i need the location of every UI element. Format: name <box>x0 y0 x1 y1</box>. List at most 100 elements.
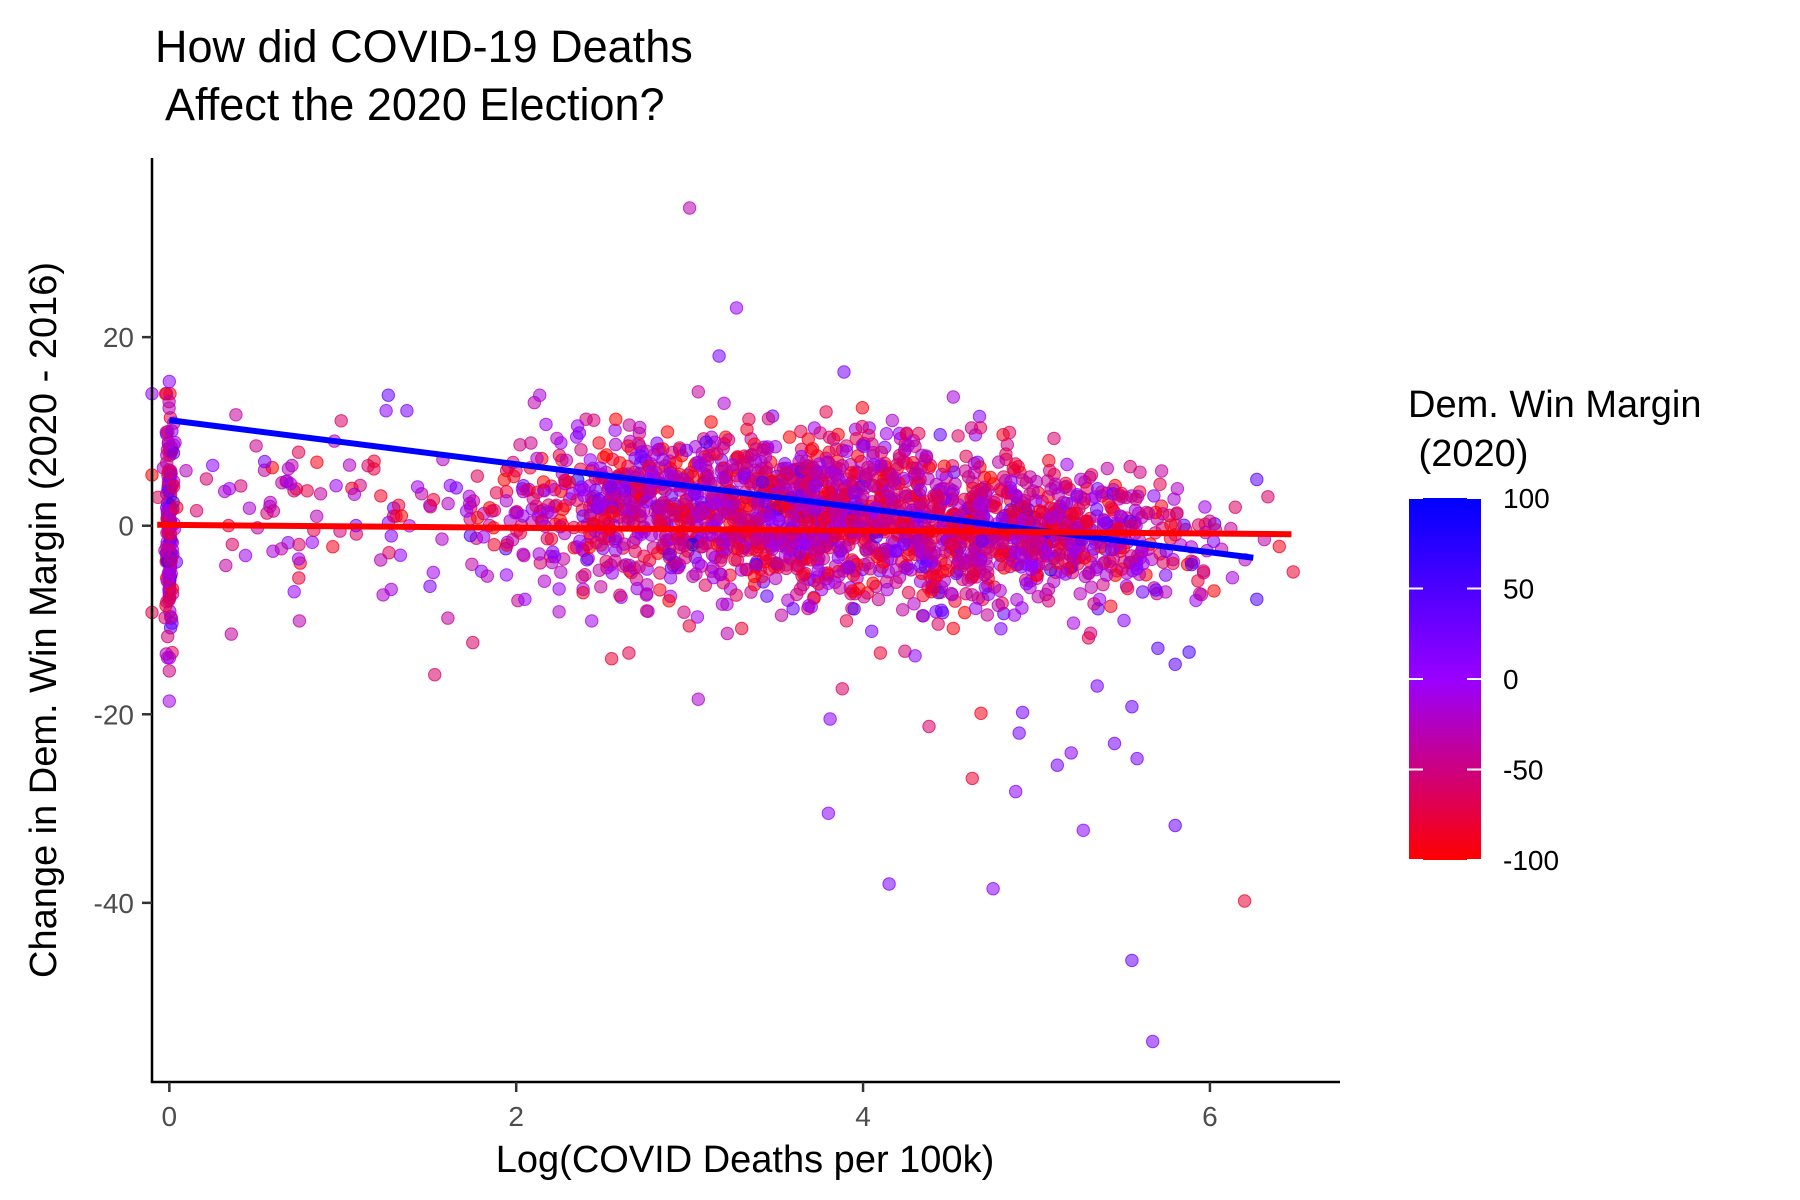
data-point <box>873 646 888 660</box>
data-point <box>536 475 551 489</box>
data-point <box>628 544 642 558</box>
data-point <box>1159 568 1173 582</box>
data-point <box>645 465 659 479</box>
data-point <box>249 439 263 453</box>
data-point <box>1068 506 1082 521</box>
data-point <box>463 496 477 511</box>
data-point <box>1044 511 1058 525</box>
x-axis-title: Log(COVID Deaths per 100k) <box>496 1139 994 1181</box>
chart-title: How did COVID-19 Deaths Affect the 2020 … <box>155 21 693 130</box>
data-point <box>896 537 911 551</box>
data-point <box>794 449 808 464</box>
data-point <box>1272 539 1287 554</box>
data-point <box>946 390 960 404</box>
data-point <box>225 537 240 552</box>
data-point <box>965 588 979 602</box>
data-point <box>374 553 388 567</box>
data-point <box>1011 459 1025 474</box>
data-point <box>639 588 654 602</box>
chart-title-line-2: Affect the 2020 Election? <box>155 79 665 130</box>
data-point <box>592 563 606 577</box>
data-point <box>166 479 181 494</box>
data-point <box>677 605 691 619</box>
data-point <box>384 582 398 597</box>
data-point <box>819 405 833 419</box>
data-point <box>238 548 253 563</box>
data-point <box>532 547 546 561</box>
data-point <box>1112 488 1126 502</box>
data-point <box>179 464 193 478</box>
data-point <box>552 582 566 596</box>
data-point <box>731 542 745 556</box>
data-point <box>441 611 455 625</box>
data-point <box>862 466 876 480</box>
data-point <box>163 610 178 624</box>
data-point <box>842 561 856 575</box>
data-point <box>639 495 653 509</box>
data-point <box>374 489 388 503</box>
data-point <box>835 458 849 473</box>
data-point <box>811 563 825 577</box>
data-point <box>552 605 566 619</box>
data-point <box>287 585 301 599</box>
data-point <box>803 553 817 567</box>
data-point <box>151 490 165 504</box>
data-point <box>577 489 591 503</box>
data-point <box>258 454 272 469</box>
data-point <box>885 413 899 428</box>
data-point <box>1237 894 1252 908</box>
data-point <box>817 512 832 526</box>
data-point <box>986 882 1000 896</box>
data-point <box>768 571 783 586</box>
data-point <box>742 412 756 426</box>
data-point <box>922 719 936 734</box>
data-point <box>913 483 928 497</box>
data-point <box>1125 700 1139 714</box>
data-point <box>975 534 989 548</box>
data-point <box>530 451 544 466</box>
colorbar-tick-label: 100 <box>1503 483 1550 514</box>
data-point <box>1136 585 1150 599</box>
data-point <box>779 466 793 480</box>
data-point <box>690 610 705 624</box>
data-point <box>487 503 502 518</box>
data-point <box>656 452 670 467</box>
data-point <box>901 438 915 452</box>
data-point <box>1147 489 1161 503</box>
y-axis-title: Change in Dem. Win Margin (2020 - 2016) <box>23 262 65 978</box>
data-point <box>465 557 479 571</box>
data-point <box>618 491 632 506</box>
data-point <box>507 469 521 484</box>
data-point <box>505 533 520 547</box>
data-point <box>759 547 773 562</box>
data-point <box>594 538 608 552</box>
data-point <box>609 412 623 426</box>
data-point <box>342 458 357 472</box>
data-point <box>735 621 749 636</box>
data-point <box>823 712 837 726</box>
data-point <box>1107 736 1122 751</box>
data-point <box>839 614 854 628</box>
data-point <box>992 455 1006 469</box>
data-point <box>329 479 343 493</box>
data-point <box>847 486 861 500</box>
data-point <box>1185 557 1199 572</box>
data-point <box>879 427 894 441</box>
data-point <box>281 462 296 476</box>
data-point <box>931 617 945 631</box>
data-point <box>847 602 861 616</box>
legend-title-line-1: Dem. Win Margin <box>1408 384 1702 426</box>
data-point <box>1032 504 1047 518</box>
data-point <box>1047 431 1061 446</box>
data-point <box>937 459 951 473</box>
data-point <box>1088 490 1102 504</box>
x-tick-label: 2 <box>508 1101 524 1132</box>
data-point <box>790 558 804 573</box>
data-point <box>632 560 646 574</box>
data-point <box>946 484 960 498</box>
data-point <box>1149 583 1163 597</box>
data-point <box>604 652 619 666</box>
data-point <box>748 454 763 468</box>
data-point <box>1060 457 1074 472</box>
